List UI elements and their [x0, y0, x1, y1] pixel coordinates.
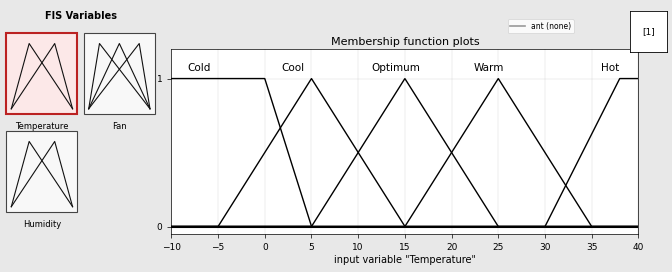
Legend: ant (none): ant (none): [508, 20, 574, 33]
Bar: [7, 33, 77, 114]
Title: Membership function plots: Membership function plots: [331, 37, 479, 47]
X-axis label: input variable "Temperature": input variable "Temperature": [334, 255, 476, 265]
Text: Cold: Cold: [187, 63, 211, 73]
Bar: [84, 33, 155, 114]
Text: FIS Variables: FIS Variables: [44, 11, 117, 21]
Text: Temperature: Temperature: [15, 122, 69, 131]
Text: Humidity: Humidity: [23, 220, 61, 229]
Text: Fan: Fan: [112, 122, 126, 131]
Text: Cool: Cool: [281, 63, 304, 73]
Text: Warm: Warm: [474, 63, 504, 73]
Bar: [7, 131, 77, 212]
Text: [1]: [1]: [642, 27, 655, 36]
Text: Hot: Hot: [601, 63, 620, 73]
Text: Optimum: Optimum: [371, 63, 420, 73]
